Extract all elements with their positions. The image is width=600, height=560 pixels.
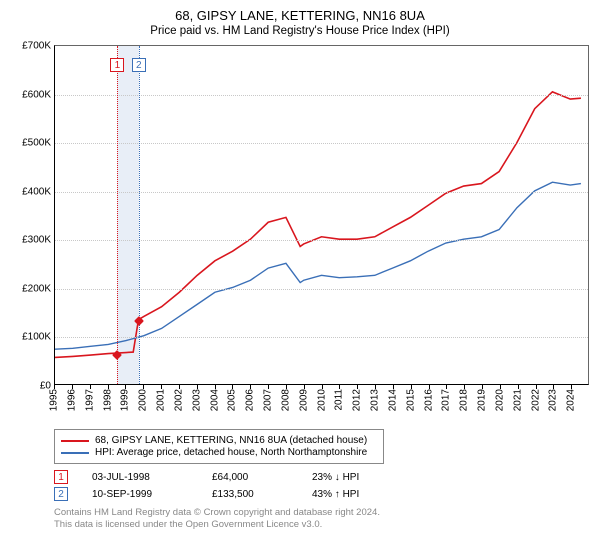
x-tick-label: 2013 [370,389,381,411]
x-tick-label: 2001 [156,389,167,411]
plot-area: £0£100K£200K£300K£400K£500K£600K£700K12 [54,45,589,385]
y-tick-label: £100K [13,332,51,343]
y-tick-label: £200K [13,283,51,294]
y-tick-label: £400K [13,186,51,197]
x-tick-label: 2005 [227,389,238,411]
legend-swatch [61,452,89,454]
x-tick-label: 2018 [459,389,470,411]
x-tick-label: 2023 [548,389,559,411]
legend-swatch [61,440,89,442]
x-tick-label: 1995 [49,389,60,411]
y-tick-label: £0 [13,381,51,392]
x-tick-label: 1997 [84,389,95,411]
x-tick-label: 2017 [441,389,452,411]
sale-index-box: 2 [54,487,68,501]
x-tick-label: 2012 [352,389,363,411]
line-layer [55,46,588,384]
x-tick-label: 1996 [66,389,77,411]
sales-table: 1 03-JUL-1998 £64,000 23% ↓ HPI 2 10-SEP… [54,470,554,501]
x-tick-label: 2006 [245,389,256,411]
x-tick-label: 2020 [494,389,505,411]
y-tick-label: £700K [13,41,51,52]
x-tick-label: 1999 [120,389,131,411]
legend-label: HPI: Average price, detached house, Nort… [95,447,367,458]
x-tick-label: 2010 [316,389,327,411]
sale-price: £133,500 [212,489,312,500]
legend: 68, GIPSY LANE, KETTERING, NN16 8UA (det… [54,429,384,464]
chart-title: 68, GIPSY LANE, KETTERING, NN16 8UA [14,8,586,23]
x-tick-label: 2019 [477,389,488,411]
x-tick-label: 2008 [280,389,291,411]
x-tick-label: 2024 [566,389,577,411]
x-tick-label: 2009 [298,389,309,411]
x-tick-label: 2007 [263,389,274,411]
chart-subtitle: Price paid vs. HM Land Registry's House … [14,25,586,37]
legend-label: 68, GIPSY LANE, KETTERING, NN16 8UA (det… [95,435,367,446]
sale-row: 1 03-JUL-1998 £64,000 23% ↓ HPI [54,470,554,484]
x-axis-labels: 1995199619971998199920002001200220032004… [54,385,589,425]
x-tick-label: 2014 [387,389,398,411]
x-tick-label: 2004 [209,389,220,411]
x-tick-label: 2011 [334,389,345,411]
y-tick-label: £300K [13,235,51,246]
sale-date: 03-JUL-1998 [92,472,212,483]
sale-price: £64,000 [212,472,312,483]
footer-line: This data is licensed under the Open Gov… [54,519,586,531]
footer-line: Contains HM Land Registry data © Crown c… [54,507,586,519]
sale-date: 10-SEP-1999 [92,489,212,500]
x-tick-label: 1998 [102,389,113,411]
sale-index-box: 1 [54,470,68,484]
y-tick-label: £500K [13,138,51,149]
sale-delta: 43% ↑ HPI [312,489,402,500]
y-tick-label: £600K [13,89,51,100]
legend-item: HPI: Average price, detached house, Nort… [61,447,377,458]
sale-flag: 1 [110,58,124,72]
x-tick-label: 2016 [423,389,434,411]
sale-delta: 23% ↓ HPI [312,472,402,483]
chart-container: 68, GIPSY LANE, KETTERING, NN16 8UA Pric… [0,0,600,560]
legend-item: 68, GIPSY LANE, KETTERING, NN16 8UA (det… [61,435,377,446]
x-tick-label: 2022 [530,389,541,411]
x-tick-label: 2000 [138,389,149,411]
sale-flag: 2 [132,58,146,72]
footer-attribution: Contains HM Land Registry data © Crown c… [54,507,586,531]
x-tick-label: 2002 [173,389,184,411]
x-tick-label: 2021 [512,389,523,411]
x-tick-label: 2015 [405,389,416,411]
x-tick-label: 2003 [191,389,202,411]
sale-row: 2 10-SEP-1999 £133,500 43% ↑ HPI [54,487,554,501]
